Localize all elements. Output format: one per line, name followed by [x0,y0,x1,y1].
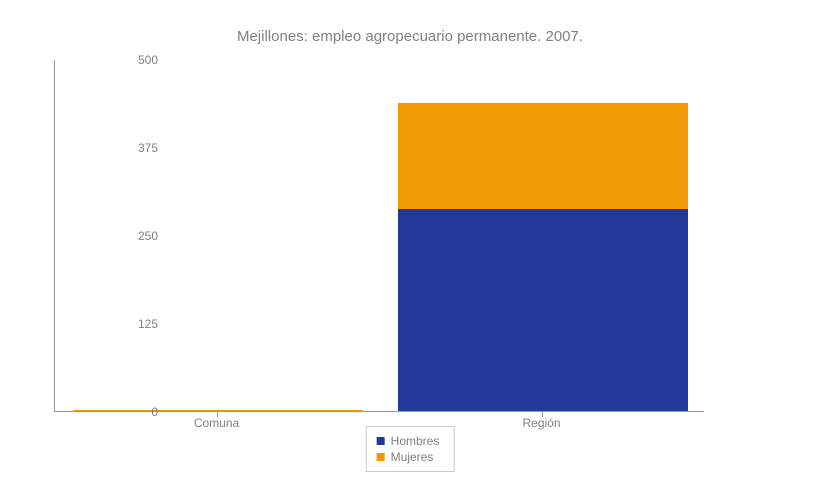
bar-segment [73,410,363,411]
legend-swatch-mujeres [377,453,385,461]
bar-segment [398,103,688,209]
y-tick-label: 0 [118,405,158,419]
legend-item-hombres: Hombres [377,433,440,449]
legend-item-mujeres: Mujeres [377,449,440,465]
legend-swatch-hombres [377,437,385,445]
bar-segment [73,410,363,411]
x-tick-label: Región [522,416,560,430]
y-tick-label: 500 [118,53,158,67]
bar-segment [398,209,688,411]
chart-title: Mejillones: empleo agropecuario permanen… [0,28,820,45]
legend-label-hombres: Hombres [391,433,440,449]
y-tick-label: 250 [118,229,158,243]
y-tick-label: 375 [118,141,158,155]
legend-label-mujeres: Mujeres [391,449,434,465]
legend: Hombres Mujeres [366,426,455,472]
y-tick-label: 125 [118,317,158,331]
x-tick-label: Comuna [194,416,239,430]
